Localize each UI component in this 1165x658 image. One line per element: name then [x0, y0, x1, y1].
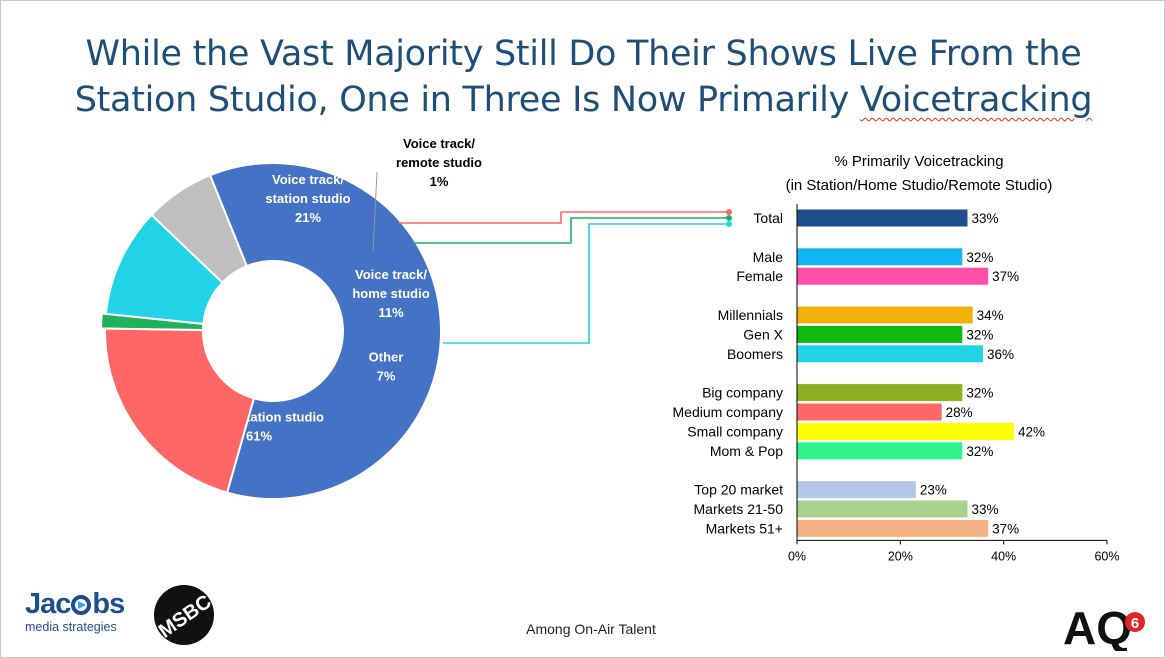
- bar-markets-51-: [797, 519, 989, 537]
- title-line-1: While the Vast Majority Still Do Their S…: [85, 34, 1082, 74]
- bar-mom-pop: [797, 442, 963, 460]
- donut-label-home: Voice track/: [355, 267, 427, 282]
- aq-logo-badge: 6: [1131, 615, 1139, 632]
- donut-label-station: station studio: [265, 191, 350, 206]
- donut-label-other: 7%: [377, 369, 396, 384]
- connector-dot: [726, 209, 732, 215]
- donut-leader-remote: [372, 171, 378, 252]
- jacobs-logo-text-b: bs: [92, 588, 125, 620]
- title-line-2-text: Station Studio, One in Three Is Now Prim…: [74, 80, 860, 120]
- bar-category-label: Millennials: [718, 307, 783, 323]
- bar-category-label: Mom & Pop: [710, 443, 783, 459]
- bar-top-20-market: [797, 481, 916, 499]
- bar-value-label: 32%: [966, 250, 993, 265]
- bar-small-company: [797, 422, 1014, 440]
- donut-label-other: Other: [369, 350, 404, 365]
- bar-x-tick-label: 20%: [888, 549, 913, 563]
- bar-value-label: 37%: [992, 521, 1019, 536]
- footer-note: Among On-Air Talent: [526, 621, 656, 637]
- bar-category-label: Markets 51+: [706, 520, 783, 536]
- bar-value-label: 23%: [920, 483, 947, 498]
- bar-x-tick-label: 0%: [788, 549, 806, 563]
- bar-gen-x: [797, 325, 963, 343]
- bar-value-label: 33%: [972, 211, 999, 226]
- bar-chart-subtitle: (in Station/Home Studio/Remote Studio): [786, 177, 1053, 194]
- donut-slice-live: [208, 162, 442, 500]
- bar-value-label: 34%: [977, 308, 1004, 323]
- title-line-2: Station Studio, One in Three Is Now Prim…: [41, 77, 1126, 123]
- donut-label-home: home studio: [352, 286, 429, 301]
- bar-category-label: Big company: [702, 385, 783, 401]
- bar-category-label: Top 20 market: [694, 482, 783, 498]
- bar-big-company: [797, 384, 963, 402]
- bar-category-label: Gen X: [743, 326, 783, 342]
- connector-lines: [399, 209, 732, 344]
- bar-female: [797, 267, 989, 285]
- connector-line: [443, 223, 729, 344]
- bar-category-label: Female: [736, 268, 783, 284]
- aq-logo-text: AQ: [1063, 602, 1132, 651]
- donut-label-live: 61%: [246, 429, 272, 444]
- bar-chart: % Primarily Voicetracking (in Station/Hom…: [673, 153, 1120, 563]
- msbc-logo: MSBC: [154, 585, 215, 645]
- jacobs-logo-subtitle: media strategies: [25, 620, 117, 634]
- donut-label-home: 11%: [378, 305, 404, 320]
- bar-category-label: Male: [753, 249, 784, 265]
- bar-medium-company: [797, 403, 942, 421]
- bar-millennials: [797, 306, 973, 324]
- bar-value-label: 32%: [966, 444, 993, 459]
- connector-dot: [726, 221, 732, 227]
- bar-boomers: [797, 345, 983, 363]
- bar-category-label: Medium company: [673, 404, 784, 420]
- bar-value-label: 37%: [992, 269, 1019, 284]
- bar-value-label: 36%: [987, 347, 1014, 362]
- bar-male: [797, 248, 963, 266]
- jacobs-logo-o-mark: [71, 595, 92, 615]
- bar-category-label: Markets 21-50: [694, 501, 784, 517]
- jacobs-logo: Jac bs media strategies: [25, 589, 155, 634]
- aq-logo: AQ 6: [1063, 602, 1145, 651]
- bar-total: [797, 209, 968, 227]
- bar-category-label: Total: [753, 210, 783, 226]
- page-title: While the Vast Majority Still Do Their S…: [41, 31, 1126, 123]
- donut-label-remote: 1%: [430, 174, 449, 189]
- donut-slice-other: [150, 173, 249, 285]
- bar-value-label: 42%: [1018, 424, 1045, 439]
- donut-label-remote: Voice track/: [403, 136, 475, 151]
- connector-line: [413, 217, 729, 244]
- bar-chart-title: % Primarily Voicetracking: [834, 153, 1003, 170]
- bar-x-tick-label: 40%: [991, 549, 1016, 563]
- bar-value-label: 32%: [966, 386, 993, 401]
- bar-category-label: Boomers: [727, 346, 783, 362]
- donut-slice-station: [104, 327, 256, 494]
- connector-dot: [726, 215, 732, 221]
- bar-value-label: 33%: [972, 502, 999, 517]
- bar-value-label: 32%: [966, 327, 993, 342]
- donut-label-remote: remote studio: [396, 155, 482, 170]
- donut-label-station: Voice track/: [272, 172, 344, 187]
- connector-line: [399, 211, 729, 224]
- bar-markets-21-50: [797, 500, 968, 518]
- bar-category-label: Small company: [687, 423, 783, 439]
- title-line-2-underlined: Voicetracking: [859, 80, 1093, 120]
- bar-x-tick-label: 60%: [1094, 549, 1119, 563]
- jacobs-logo-text-a: Jac: [25, 588, 71, 620]
- donut-label-station: 21%: [295, 210, 321, 225]
- bar-value-label: 28%: [946, 405, 973, 420]
